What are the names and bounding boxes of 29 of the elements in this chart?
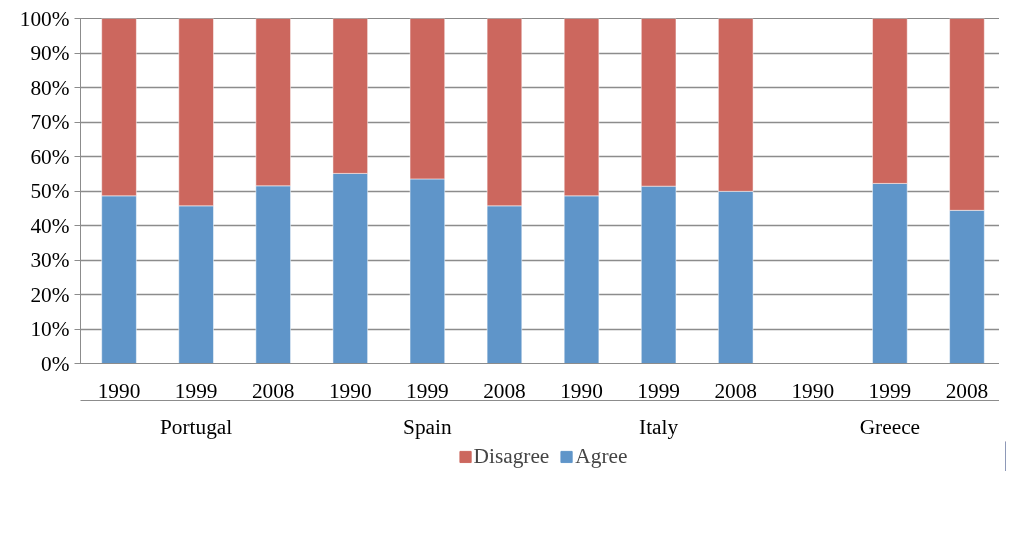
x-tick-label: 1990 <box>560 378 603 403</box>
text: Portugal <box>159 414 233 439</box>
x-tick-label: 2008 <box>483 378 526 403</box>
text: Greece <box>859 414 921 439</box>
x-tick-label: 2008 <box>714 378 758 403</box>
legend-label: Agree <box>575 443 628 469</box>
x-tick-label: 2008 <box>945 378 989 403</box>
x-tick-label: 1999 <box>406 378 449 403</box>
text: Spain <box>403 414 452 439</box>
y-tick-label: 40% <box>30 213 70 238</box>
y-tick-label: 10% <box>30 317 70 341</box>
x-tick-label: 1999 <box>637 378 680 403</box>
x-tick-label: 2008 <box>251 378 295 403</box>
y-tick-label: 90% <box>30 41 70 65</box>
y-tick-label: 100% <box>19 6 70 31</box>
x-tick-label: 1990 <box>791 378 835 403</box>
x-tick-label: 1990 <box>328 378 372 403</box>
text: Italy <box>639 414 679 439</box>
y-tick-label: 20% <box>30 282 70 307</box>
y-tick-label: 80% <box>30 75 70 100</box>
y-tick-label: 0% <box>41 351 70 376</box>
x-tick-label: 1990 <box>97 378 141 403</box>
y-tick-label: 70% <box>30 110 70 134</box>
legend-label: Disagree <box>473 443 550 469</box>
x-tick-label: 1999 <box>868 378 912 403</box>
x-tick-label: 1999 <box>174 378 218 403</box>
y-tick-label: 60% <box>30 144 70 169</box>
y-tick-label: 30% <box>30 248 70 272</box>
y-tick-label: 50% <box>30 179 70 203</box>
